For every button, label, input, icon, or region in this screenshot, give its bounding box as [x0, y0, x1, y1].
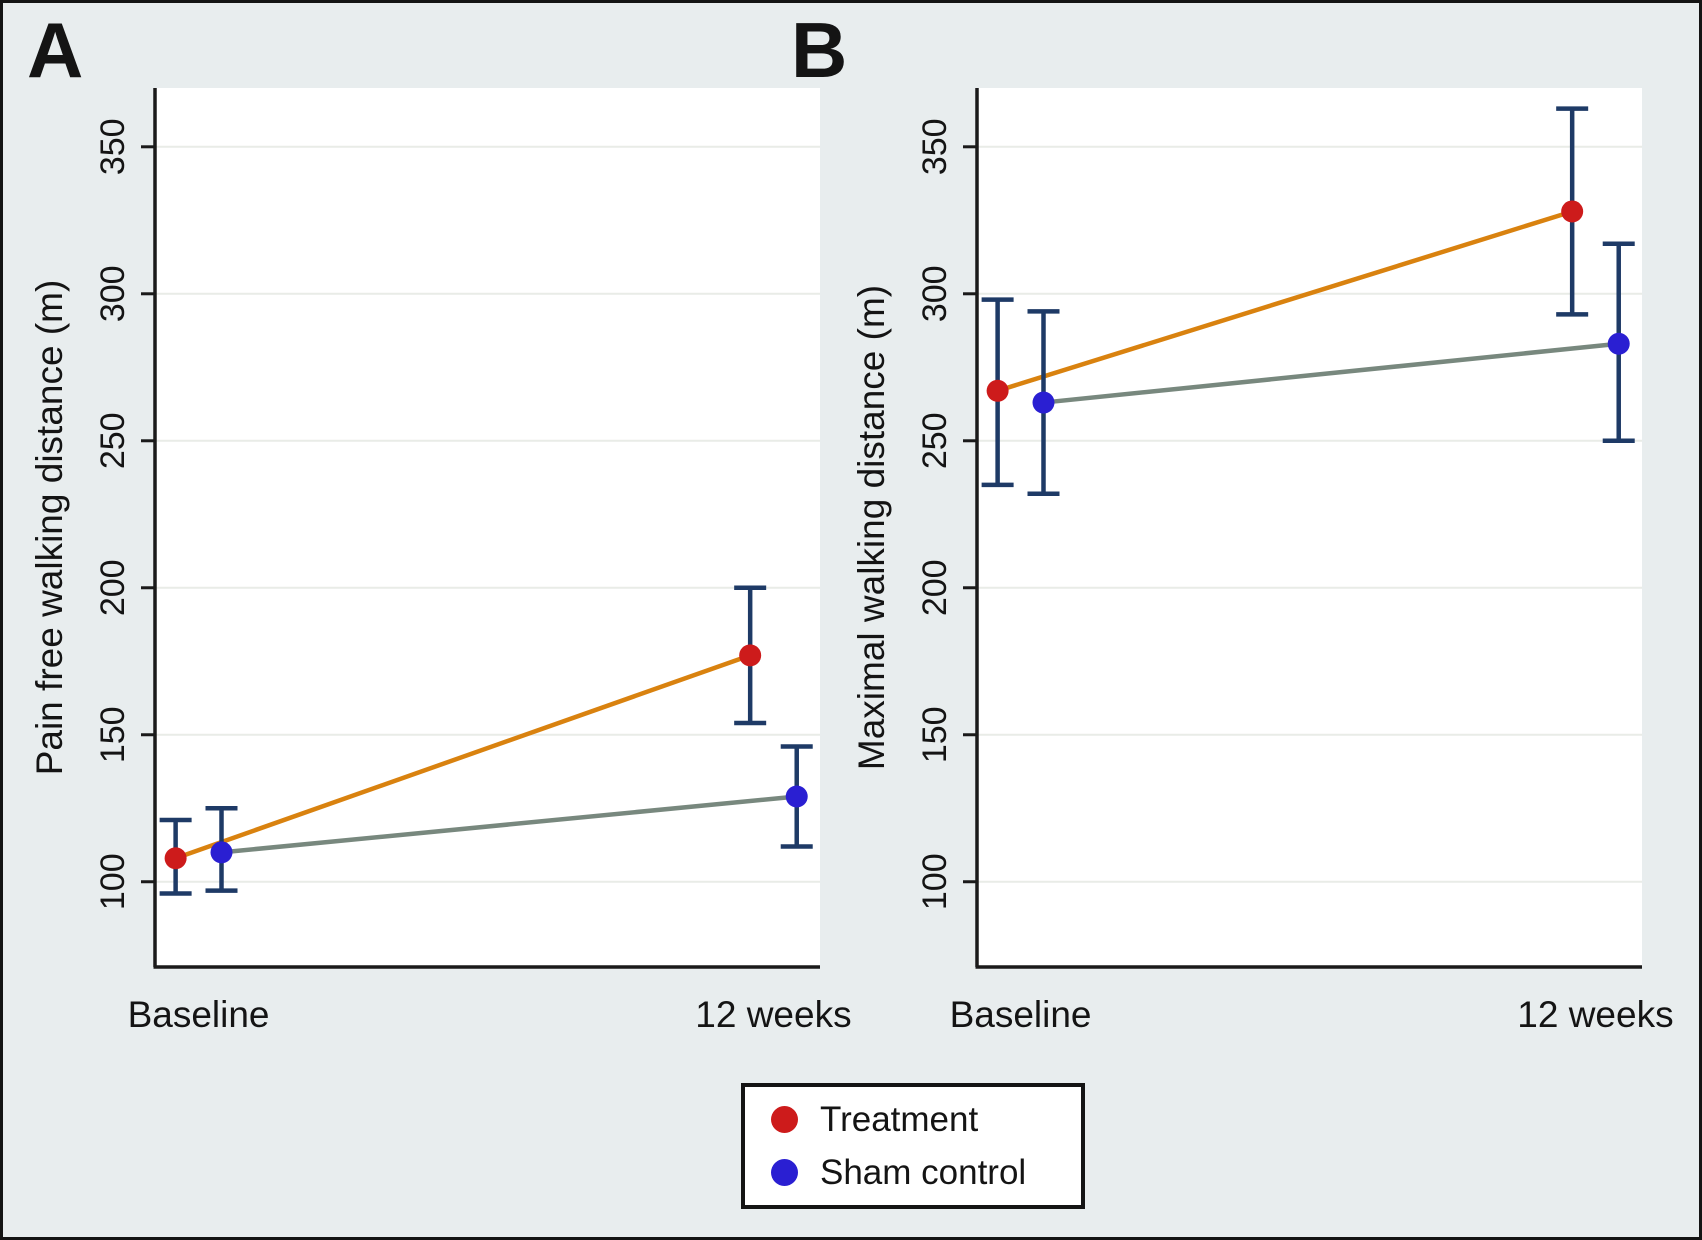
panel-a-y-tick-label: 150: [94, 706, 132, 763]
panel-a-plot-area: [155, 88, 820, 967]
panel-b-y-tick-label: 350: [916, 118, 954, 175]
panel-b-y-tick-label: 200: [916, 559, 954, 616]
panel-a-y-axis-title: Pain free walking distance (m): [29, 280, 70, 776]
legend-label-treatment: Treatment: [820, 1099, 979, 1139]
panel-a-x-label-baseline: Baseline: [128, 994, 270, 1035]
panel-a-plot: 100 150 200 250 300 350 Pain free walking dist…: [29, 88, 852, 1035]
treatment-point-baseline: [986, 379, 1009, 402]
sham-control-point-baseline: [210, 841, 233, 864]
panel-b-label: B: [791, 6, 848, 94]
treatment-line: [996, 209, 1573, 393]
panel-a-label: A: [27, 6, 84, 94]
panel-a-y-tick-label: 200: [94, 559, 132, 616]
panel-b-y-axis-title: Maximal walking distance (m): [851, 285, 892, 770]
panel-b-y-tick-label: 100: [916, 853, 954, 910]
legend-item-treatment: Treatment: [771, 1100, 1081, 1140]
panel-a-y-tick-label: 250: [94, 412, 132, 469]
panel-b-plot: 100 150 200 250 300 350 Maximal walking distan…: [851, 88, 1674, 1035]
sham-control-marker-icon: [771, 1159, 798, 1186]
sham-control-point-baseline: [1032, 391, 1055, 414]
panel-a-y-tick-label: 300: [94, 265, 132, 322]
panel-b-x-label-12-weeks: 12 weeks: [1517, 994, 1673, 1035]
treatment-point-12-weeks: [1561, 200, 1584, 223]
treatment-point-baseline: [164, 847, 187, 870]
panel-b-plot-area: [977, 88, 1642, 967]
panel-a-x-label-12-weeks: 12 weeks: [695, 994, 851, 1035]
dual-panel-line-chart: 100 150 200 250 300 350 Pain free walking dist…: [29, 88, 1674, 1035]
panel-b-x-label-baseline: Baseline: [950, 994, 1092, 1035]
panel-a-y-tick-label: 350: [94, 118, 132, 175]
sham-control-point-12-weeks: [1607, 332, 1630, 355]
sham-control-line: [1043, 341, 1619, 405]
legend-label-sham-control: Sham control: [820, 1152, 1027, 1192]
sham-control-point-12-weeks: [785, 785, 808, 808]
panel-a-y-tick-label: 100: [94, 853, 132, 910]
treatment-point-12-weeks: [739, 644, 762, 667]
legend-item-sham-control: Sham control: [771, 1153, 1081, 1193]
panel-b-y-tick-label: 150: [916, 706, 954, 763]
treatment-line: [174, 653, 751, 861]
panel-b-y-tick-label: 250: [916, 412, 954, 469]
legend: Treatment Sham control: [741, 1083, 1085, 1209]
treatment-marker-icon: [771, 1106, 798, 1133]
panel-b-y-tick-label: 300: [916, 265, 954, 322]
sham-control-line: [221, 794, 797, 855]
